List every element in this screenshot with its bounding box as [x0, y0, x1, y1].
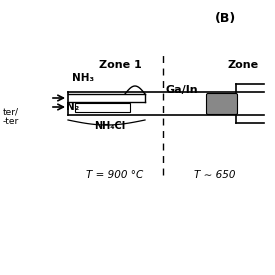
Text: T ∼ 650: T ∼ 650 [194, 170, 236, 180]
FancyBboxPatch shape [207, 94, 238, 114]
Bar [75, 103, 130, 112]
Text: Zone: Zone [227, 60, 258, 70]
Text: NH₃: NH₃ [72, 73, 94, 83]
Text: (B): (B) [214, 12, 236, 25]
Text: T = 900 °C: T = 900 °C [86, 170, 144, 180]
Text: -ter: -ter [3, 117, 19, 126]
Text: Ga/In: Ga/In [165, 85, 198, 95]
Text: N₂: N₂ [66, 102, 79, 112]
Text: Zone 1: Zone 1 [99, 60, 141, 70]
Text: ter/: ter/ [3, 108, 19, 117]
Text: NH₄Cl: NH₄Cl [94, 121, 125, 131]
